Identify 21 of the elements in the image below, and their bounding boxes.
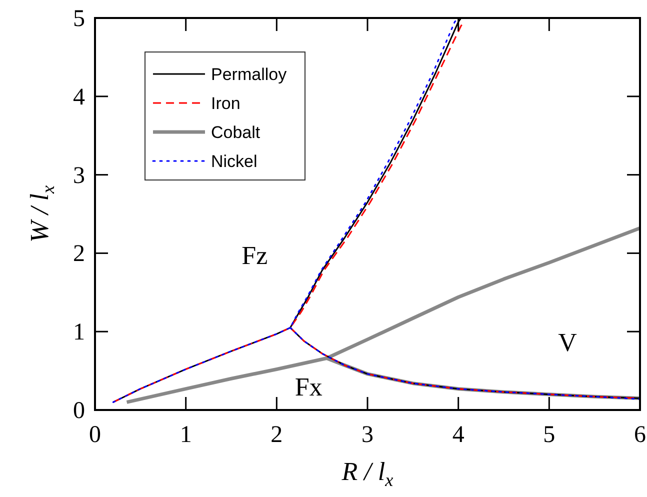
- y-tick-label: 0: [73, 398, 85, 424]
- x-tick-label: 2: [270, 422, 283, 448]
- legend-label: Permalloy: [211, 65, 288, 84]
- x-axis-title: R / l$_{x}$: [340, 457, 394, 490]
- x-tick-label: 3: [362, 422, 374, 448]
- x-tick-label: 0: [89, 422, 101, 448]
- annotation: Fz: [242, 240, 268, 270]
- x-tick-label: 4: [452, 422, 464, 448]
- annotation: V: [558, 328, 578, 357]
- y-tick-label: 1: [73, 320, 85, 346]
- legend-label: Nickel: [211, 152, 258, 171]
- legend-label: Iron: [211, 94, 240, 113]
- annotation: Fx: [294, 372, 322, 402]
- x-tick-label: 6: [634, 422, 646, 448]
- y-tick-label: 2: [73, 241, 85, 268]
- y-tick-label: 4: [73, 84, 85, 110]
- x-tick-label: 5: [543, 422, 556, 448]
- legend-label: Cobalt: [211, 123, 260, 142]
- x-tick-label: 1: [180, 422, 192, 448]
- y-tick-label: 5: [73, 6, 85, 32]
- y-tick-label: 3: [73, 162, 85, 189]
